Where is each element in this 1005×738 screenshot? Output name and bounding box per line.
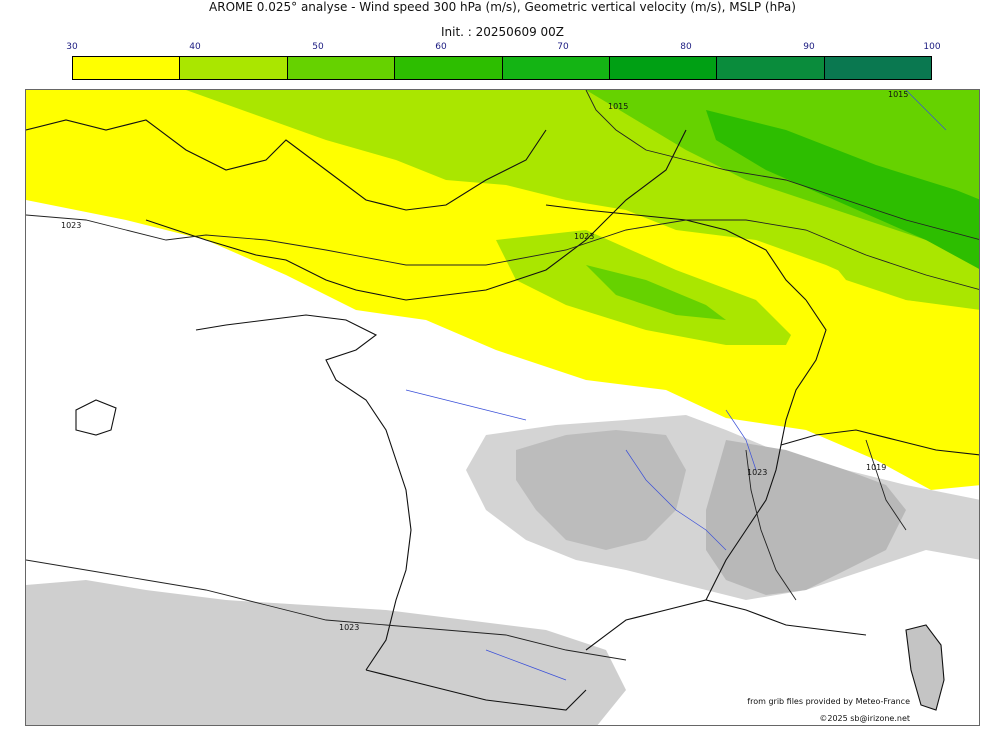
colorbar-tick: 80 bbox=[680, 42, 692, 52]
colorbar-segment bbox=[73, 57, 181, 79]
colorbar-segment bbox=[717, 57, 825, 79]
isobar-label: 1023 bbox=[747, 468, 767, 477]
colorbar-tick: 40 bbox=[189, 42, 201, 52]
colorbar-tick: 30 bbox=[66, 42, 78, 52]
credit-source: from grib files provided by Meteo-France bbox=[747, 697, 910, 706]
isobar-label: 1023 bbox=[574, 232, 594, 241]
isobar bbox=[26, 214, 979, 290]
coastline-uk bbox=[26, 119, 547, 211]
isobar-label: 1023 bbox=[61, 221, 81, 230]
isobar bbox=[585, 90, 979, 240]
river bbox=[485, 649, 567, 681]
colorbar-segment bbox=[287, 57, 396, 79]
chart-title: AROME 0.025° analyse - Wind speed 300 hP… bbox=[209, 0, 796, 14]
colorbar-segment bbox=[609, 57, 718, 79]
isobar-label: 1023 bbox=[339, 623, 359, 632]
isobar bbox=[865, 439, 907, 531]
isobar bbox=[745, 449, 797, 601]
border-north bbox=[545, 204, 807, 301]
colorbar bbox=[72, 56, 932, 80]
wind-band-50 bbox=[586, 265, 726, 320]
colorbar-tick: 100 bbox=[923, 42, 941, 52]
coastline-brittany bbox=[195, 314, 412, 671]
credit-copyright: ©2025 sb@irizone.net bbox=[819, 714, 910, 723]
isle-ireland bbox=[75, 399, 117, 436]
wind-band-40 bbox=[806, 230, 979, 308]
isobar-label: 1015 bbox=[888, 90, 908, 99]
wind-band-60 bbox=[706, 110, 979, 269]
coastline-med bbox=[585, 599, 867, 651]
terrain-pyrenees bbox=[26, 580, 626, 725]
colorbar-tick: 90 bbox=[803, 42, 815, 52]
terrain-alps bbox=[706, 440, 906, 595]
coastline-channel bbox=[145, 129, 687, 301]
colorbar-segment bbox=[502, 57, 610, 79]
isobar-label: 1015 bbox=[608, 102, 628, 111]
border-pyrenees bbox=[365, 669, 587, 711]
isobar bbox=[26, 559, 627, 661]
init-time: Init. : 20250609 00Z bbox=[440, 25, 565, 39]
map-canvas: 1015 1015 1023 1023 1023 1023 1019 bbox=[26, 90, 979, 725]
isobar-label: 1019 bbox=[866, 463, 886, 472]
colorbar-segment bbox=[395, 57, 503, 79]
colorbar-segment bbox=[180, 57, 288, 79]
colorbar-segment bbox=[824, 57, 931, 79]
colorbar-tick: 60 bbox=[435, 42, 447, 52]
colorbar-tick: 50 bbox=[312, 42, 324, 52]
border-swiss bbox=[780, 429, 979, 456]
river bbox=[625, 449, 727, 551]
river bbox=[725, 409, 757, 471]
isle-corsica-outline bbox=[905, 624, 945, 711]
river bbox=[405, 389, 527, 421]
river bbox=[905, 90, 947, 131]
terrain-corsica bbox=[906, 625, 944, 710]
weather-map[interactable]: 1015 1015 1023 1023 1023 1023 1019 bbox=[25, 89, 980, 726]
colorbar-tick: 70 bbox=[557, 42, 569, 52]
terrain-massif bbox=[516, 430, 686, 550]
